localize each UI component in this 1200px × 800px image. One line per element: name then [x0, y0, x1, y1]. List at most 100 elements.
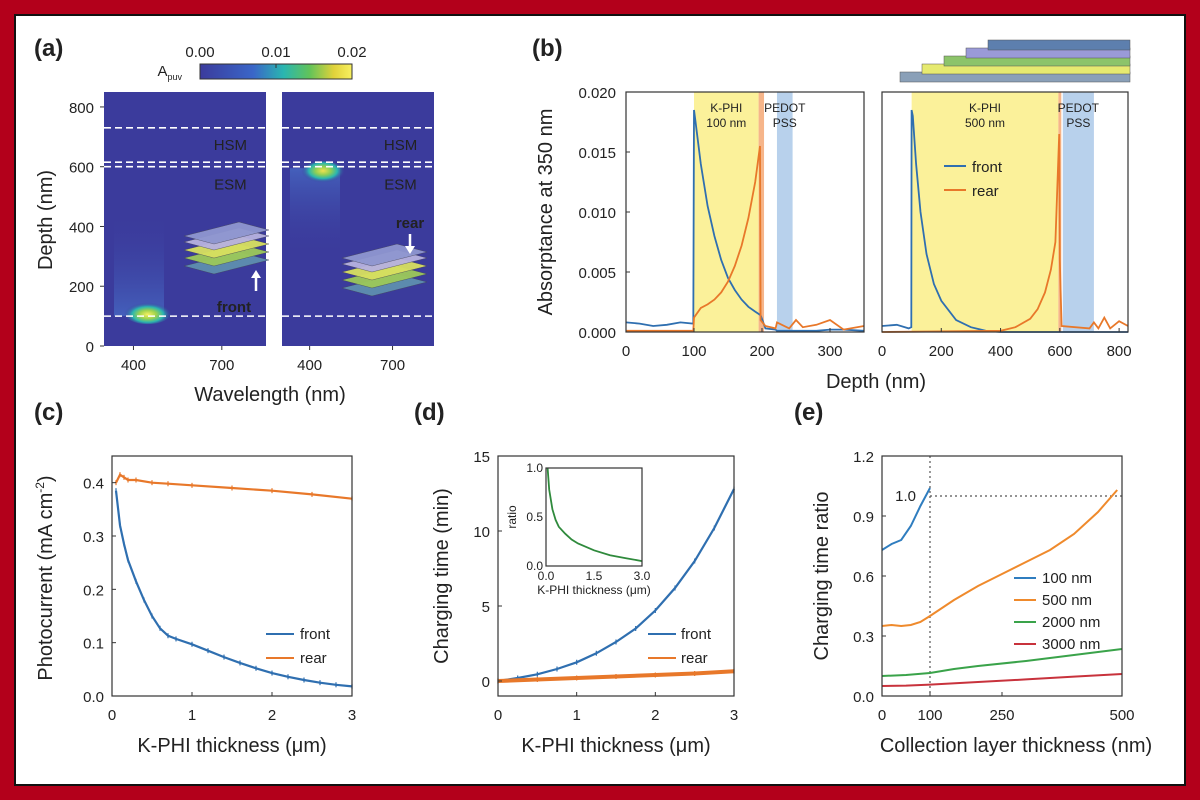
device-stack-layer — [183, 221, 270, 245]
panel-label-e: (e) — [794, 399, 823, 426]
figure-frame: (a) (b) (c) (d) (e) 0.00 0.01 0.02 Apuv HSM ESM fro… — [14, 14, 1186, 786]
plot-frame — [881, 91, 1129, 333]
series-500-nm-line — [881, 489, 1118, 628]
y-tick-label: 0.010 — [578, 205, 616, 222]
x-tick-label: 700 — [380, 357, 405, 374]
series-rear-line — [626, 145, 865, 332]
legend-rear-label: rear — [972, 183, 999, 200]
y-tick-label: 5 — [482, 599, 490, 616]
panel-c-y-axis-label: Photocurrent (mA cm-2) — [33, 475, 57, 680]
pedot-band — [776, 92, 793, 332]
x-tick-label: 1 — [188, 707, 196, 724]
inset-x-tick-label: 0.0 — [538, 569, 555, 583]
panel-c-x-axis-label: K-PHI thickness (μm) — [137, 735, 326, 757]
legend-front-label: front — [681, 626, 712, 643]
inset-background — [546, 468, 642, 566]
device-stack-layer — [341, 243, 428, 267]
colorbar-label-subscript: puv — [167, 72, 182, 82]
y-tick-label: 0.0 — [853, 689, 874, 706]
y-tick-label: 0.015 — [578, 145, 616, 162]
x-tick-label: 3 — [730, 707, 738, 724]
figure-canvas: (a) (b)(c) (d) (e)0.00 0.01 0.02ApuvHSMESMfro… — [33, 35, 1152, 757]
band-label-kphi-thickness: 500 nm — [965, 116, 1005, 130]
rear-arrow-head — [405, 246, 415, 254]
y-tick-label: 0.020 — [578, 85, 616, 102]
legend-label: 100 nm — [1042, 570, 1092, 587]
series-front-line — [625, 109, 865, 332]
x-tick-label: 1 — [572, 707, 580, 724]
y-tick-label: 400 — [69, 219, 94, 236]
panel-a-x-axis-label: Wavelength (nm) — [194, 384, 346, 406]
legend-front-label: front — [972, 159, 1003, 176]
x-tick-label: 250 — [989, 707, 1014, 724]
inset-y-tick-label: 0.5 — [526, 510, 543, 524]
band-label-kphi: K-PHI — [710, 101, 742, 115]
series-rear-line — [115, 473, 353, 500]
legend-front-label: front — [300, 626, 331, 643]
y-tick-label: 10 — [473, 524, 490, 541]
series-2000-nm-line — [881, 648, 1123, 677]
colorbar-label: Apuv — [157, 63, 182, 82]
layer-label-hsm: HSM — [384, 137, 417, 154]
x-tick-label: 0 — [494, 707, 502, 724]
x-tick-label: 3 — [348, 707, 356, 724]
panel-label-b: (b) — [532, 35, 563, 62]
inset-x-tick-label: 3.0 — [634, 569, 651, 583]
inset-y-tick-label: 0.0 — [526, 559, 543, 573]
y-tick-label: 600 — [69, 160, 94, 177]
legend-rear-label: rear — [300, 650, 327, 667]
front-annotation: front — [217, 299, 251, 316]
band-label-pss: PSS — [773, 116, 797, 130]
y-tick-label: 0 — [482, 674, 490, 691]
inset-ratio-line — [546, 467, 643, 562]
x-tick-label: 0 — [878, 707, 886, 724]
x-tick-label: 800 — [1107, 343, 1132, 360]
x-tick-label: 0 — [108, 707, 116, 724]
y-tick-label: 800 — [69, 100, 94, 117]
y-tick-label: 0.2 — [83, 582, 104, 599]
reference-label: 1.0 — [895, 488, 916, 505]
kphi-band — [911, 92, 1059, 332]
y-tick-label: 0.6 — [853, 569, 874, 586]
y-tick-label: 0.0 — [83, 689, 104, 706]
absorption-hotspot — [301, 161, 346, 186]
rear-annotation: rear — [396, 215, 425, 232]
x-tick-label: 0 — [622, 343, 630, 360]
legend-label: 2000 nm — [1042, 614, 1100, 631]
inset-y-axis-label: ratio — [505, 505, 519, 529]
panel-label-d: (d) — [414, 399, 445, 426]
panel-a-y-axis-label: Depth (nm) — [35, 170, 57, 270]
series-rear-line — [881, 133, 1129, 333]
interface-band — [758, 92, 765, 332]
absorption-glow — [114, 211, 164, 317]
y-tick-label: 0.3 — [83, 529, 104, 546]
y-tick-label: 0.4 — [83, 476, 104, 493]
band-label-pedot: PEDOT — [1058, 101, 1100, 115]
y-tick-label: 0 — [86, 339, 94, 356]
x-tick-label: 400 — [988, 343, 1013, 360]
plot-frame — [111, 455, 353, 697]
y-tick-label: 0.000 — [578, 325, 616, 342]
device-stack-layer — [987, 39, 1131, 51]
x-tick-label: 100 — [917, 707, 942, 724]
inset-frame — [545, 467, 643, 567]
panel-label-a: (a) — [34, 35, 63, 62]
x-tick-label: 500 — [1109, 707, 1134, 724]
panel-b-y-axis-label: Absorptance at 350 nm — [535, 109, 557, 316]
y-tick-label: 0.1 — [83, 636, 104, 653]
x-tick-label: 200 — [929, 343, 954, 360]
x-tick-label: 2 — [651, 707, 659, 724]
colorbar-tick-label: 0.01 — [261, 44, 290, 61]
panel-e-x-axis-label: Collection layer thickness (nm) — [880, 735, 1152, 757]
x-tick-label: 400 — [121, 357, 146, 374]
inset-x-tick-label: 1.5 — [586, 569, 603, 583]
inset-x-axis-label: K-PHI thickness (μm) — [537, 583, 651, 597]
band-label-pedot: PEDOT — [764, 101, 806, 115]
panel-d-y-axis-label: Charging time (min) — [431, 488, 453, 664]
front-arrow-head — [251, 270, 261, 278]
y-tick-label: 200 — [69, 279, 94, 296]
x-tick-label: 2 — [268, 707, 276, 724]
band-label-pss: PSS — [1066, 116, 1090, 130]
panel-c-y-axis-label-end: ) — [35, 475, 57, 482]
layer-label-hsm: HSM — [214, 137, 247, 154]
